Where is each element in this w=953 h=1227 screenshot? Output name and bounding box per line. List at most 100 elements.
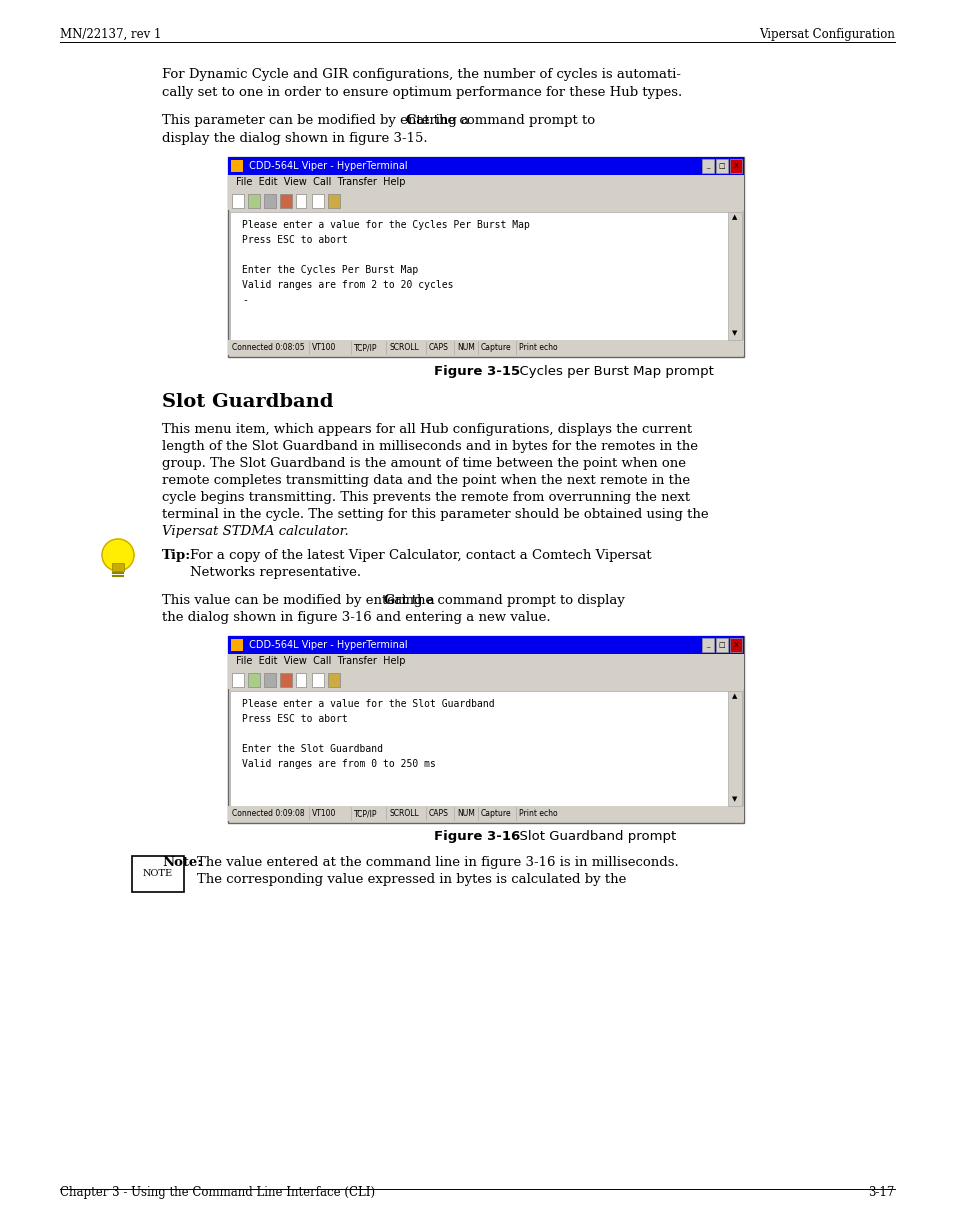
- Text: For a copy of the latest Viper Calculator, contact a Comtech Vipersat: For a copy of the latest Viper Calculato…: [190, 548, 651, 562]
- Text: Slot Guardband prompt: Slot Guardband prompt: [511, 829, 676, 843]
- Bar: [716, 638, 727, 652]
- Text: TCP/IP: TCP/IP: [354, 809, 377, 818]
- Text: CDD-564L Viper - HyperTerminal: CDD-564L Viper - HyperTerminal: [246, 640, 407, 650]
- Bar: [729, 160, 741, 173]
- Text: File  Edit  View  Call  Transfer  Help: File Edit View Call Transfer Help: [235, 177, 405, 187]
- Bar: [231, 160, 243, 172]
- Text: Networks representative.: Networks representative.: [190, 566, 361, 579]
- Text: X: X: [733, 642, 738, 648]
- Bar: [228, 175, 743, 190]
- Text: group. The Slot Guardband is the amount of time between the point when one: group. The Slot Guardband is the amount …: [162, 456, 685, 470]
- Bar: [228, 636, 743, 823]
- Text: ▼: ▼: [732, 796, 737, 802]
- Text: For Dynamic Cycle and GIR configurations, the number of cycles is automati-: For Dynamic Cycle and GIR configurations…: [162, 67, 680, 81]
- Text: This value can be modified by entering a: This value can be modified by entering a: [162, 594, 438, 607]
- Text: the dialog shown in figure 3-16 and entering a new value.: the dialog shown in figure 3-16 and ente…: [162, 611, 550, 625]
- Text: cally set to one in order to ensure optimum performance for these Hub types.: cally set to one in order to ensure opti…: [162, 86, 681, 99]
- Text: at the command prompt to display: at the command prompt to display: [390, 594, 624, 607]
- Bar: [228, 190, 743, 210]
- Bar: [312, 194, 324, 209]
- Text: SCROLL: SCROLL: [389, 809, 418, 818]
- Text: Connected 0:08:05: Connected 0:08:05: [232, 344, 304, 352]
- Bar: [264, 672, 275, 687]
- Bar: [228, 157, 743, 175]
- Text: C: C: [405, 114, 416, 128]
- Text: The corresponding value expressed in bytes is calculated by the: The corresponding value expressed in byt…: [196, 872, 626, 886]
- Bar: [228, 157, 743, 357]
- Text: Cycles per Burst Map prompt: Cycles per Burst Map prompt: [511, 364, 713, 378]
- Text: at the command prompt to: at the command prompt to: [412, 114, 595, 128]
- Text: ▲: ▲: [732, 213, 737, 220]
- Bar: [230, 691, 741, 806]
- Text: □: □: [718, 163, 724, 169]
- Text: Slot Guardband: Slot Guardband: [162, 393, 334, 411]
- Bar: [701, 638, 713, 652]
- Bar: [232, 194, 244, 209]
- Text: This parameter can be modified by entering a: This parameter can be modified by enteri…: [162, 114, 473, 128]
- Text: 3-17: 3-17: [868, 1187, 894, 1199]
- Text: Print echo: Print echo: [518, 809, 558, 818]
- Text: terminal in the cycle. The setting for this parameter should be obtained using t: terminal in the cycle. The setting for t…: [162, 508, 708, 521]
- Text: Note:: Note:: [162, 856, 202, 869]
- Bar: [228, 806, 743, 821]
- Bar: [232, 672, 244, 687]
- Text: display the dialog shown in figure 3-15.: display the dialog shown in figure 3-15.: [162, 133, 427, 145]
- Bar: [248, 194, 260, 209]
- Bar: [228, 669, 743, 690]
- Text: Press ESC to abort: Press ESC to abort: [242, 714, 348, 724]
- Text: Enter the Cycles Per Burst Map: Enter the Cycles Per Burst Map: [242, 265, 417, 275]
- Text: cycle begins transmitting. This prevents the remote from overrunning the next: cycle begins transmitting. This prevents…: [162, 491, 689, 504]
- Text: NUM: NUM: [456, 809, 475, 818]
- Bar: [727, 212, 741, 340]
- Text: G: G: [383, 594, 395, 607]
- Bar: [280, 194, 292, 209]
- Text: SCROLL: SCROLL: [389, 344, 418, 352]
- Text: MN/22137, rev 1: MN/22137, rev 1: [60, 28, 161, 40]
- Bar: [701, 160, 713, 173]
- Bar: [228, 340, 743, 355]
- Text: length of the Slot Guardband in milliseconds and in bytes for the remotes in the: length of the Slot Guardband in millisec…: [162, 440, 698, 453]
- Text: X: X: [733, 163, 738, 169]
- Text: NUM: NUM: [456, 344, 475, 352]
- Text: Tip:: Tip:: [162, 548, 191, 562]
- Bar: [328, 672, 339, 687]
- Text: Figure 3-16: Figure 3-16: [434, 829, 519, 843]
- Text: ▲: ▲: [732, 693, 737, 699]
- Text: Please enter a value for the Cycles Per Burst Map: Please enter a value for the Cycles Per …: [242, 220, 529, 229]
- Text: Print echo: Print echo: [518, 344, 558, 352]
- Text: File  Edit  View  Call  Transfer  Help: File Edit View Call Transfer Help: [235, 656, 405, 666]
- Text: VT100: VT100: [312, 809, 336, 818]
- Text: Chapter 3 - Using the Command Line Interface (CLI): Chapter 3 - Using the Command Line Inter…: [60, 1187, 375, 1199]
- Bar: [112, 563, 124, 571]
- Text: Valid ranges are from 0 to 250 ms: Valid ranges are from 0 to 250 ms: [242, 760, 436, 769]
- Text: VT100: VT100: [312, 344, 336, 352]
- Text: _: _: [705, 642, 709, 648]
- Bar: [729, 638, 741, 652]
- Text: This menu item, which appears for all Hub configurations, displays the current: This menu item, which appears for all Hu…: [162, 423, 691, 436]
- Text: -: -: [242, 294, 248, 306]
- Bar: [228, 654, 743, 669]
- Text: CDD-564L Viper - HyperTerminal: CDD-564L Viper - HyperTerminal: [246, 161, 407, 171]
- Text: remote completes transmitting data and the point when the next remote in the: remote completes transmitting data and t…: [162, 474, 689, 487]
- Text: _: _: [705, 163, 709, 169]
- Text: Connected 0:09:08: Connected 0:09:08: [232, 809, 304, 818]
- Bar: [248, 672, 260, 687]
- Bar: [312, 672, 324, 687]
- Bar: [280, 672, 292, 687]
- Bar: [230, 212, 741, 340]
- Text: CAPS: CAPS: [429, 344, 449, 352]
- Text: Press ESC to abort: Press ESC to abort: [242, 236, 348, 245]
- Text: TCP/IP: TCP/IP: [354, 344, 377, 352]
- Bar: [228, 636, 743, 654]
- Text: Capture: Capture: [480, 809, 511, 818]
- Text: Figure 3-15: Figure 3-15: [434, 364, 519, 378]
- Text: NOTE: NOTE: [143, 870, 172, 879]
- Bar: [295, 672, 306, 687]
- Text: Please enter a value for the Slot Guardband: Please enter a value for the Slot Guardb…: [242, 699, 494, 709]
- Text: Vipersat Configuration: Vipersat Configuration: [759, 28, 894, 40]
- Bar: [231, 639, 243, 652]
- Text: CAPS: CAPS: [429, 809, 449, 818]
- Bar: [328, 194, 339, 209]
- Text: The value entered at the command line in figure 3-16 is in milliseconds.: The value entered at the command line in…: [196, 856, 678, 869]
- Bar: [716, 160, 727, 173]
